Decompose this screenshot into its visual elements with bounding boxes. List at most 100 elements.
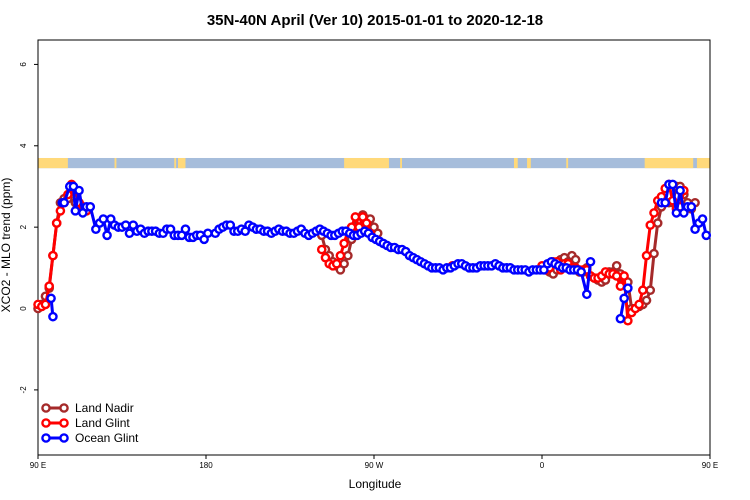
data-point [51,218,62,228]
data-point [611,261,622,271]
land-segment [344,157,389,169]
data-point [619,271,629,281]
data-point [649,248,659,259]
land-mask-strip [38,157,710,169]
y-tick-label: 0 [19,306,28,311]
data-point [641,295,652,306]
data-point [623,283,633,293]
legend-label: Ocean Glint [75,431,139,445]
data-point [124,228,135,239]
data-point [343,250,353,261]
data-point [619,293,629,304]
data-point [316,244,327,255]
chart-title: 35N-40N April (Ver 10) 2015-01-01 to 202… [207,12,543,29]
data-point [645,285,656,296]
data-point [120,220,131,230]
data-point [331,258,342,269]
land-segment [114,157,117,169]
legend-marker [59,433,69,443]
data-point [44,281,55,291]
data-point [48,311,58,322]
data-point [576,267,587,277]
legend-item: Land Glint [41,416,130,430]
x-tick-label: 90 W [365,461,384,470]
x-tick-label: 90 E [702,461,718,470]
y-axis: -2 0 2 4 6 [19,62,38,394]
data-point [623,315,633,326]
data-point [98,214,109,224]
plot-frame [37,39,711,456]
data-point [660,197,671,208]
x-tick-label: 90 E [30,461,46,470]
land-segment [179,157,186,169]
data-point [570,254,581,265]
data-point [74,185,84,196]
data-point [102,230,112,241]
series-layer [33,179,712,326]
legend-marker [41,403,51,413]
y-tick-label: 2 [19,224,28,229]
y-axis-label: XCO2 - MLO trend (ppm) [0,178,13,313]
data-point [615,313,626,324]
legend-marker [59,418,69,428]
data-point [339,238,349,249]
x-tick-label: 0 [540,461,545,470]
data-point [361,218,372,228]
data-point [203,228,213,239]
data-point [649,208,659,218]
data-point [686,202,697,212]
data-point [671,208,682,218]
data-point [335,250,346,261]
data-point [701,230,712,241]
data-point [46,293,56,304]
data-point [638,285,648,296]
legend-item: Ocean Glint [41,431,139,445]
land-segment [696,157,710,169]
series-line [62,185,592,296]
data-point [652,218,663,228]
y-tick-label: 6 [19,62,28,67]
data-point [675,185,685,196]
data-point [697,214,708,224]
data-point [350,212,361,222]
x-axis: 90 E 180 90 W 0 90 E [30,455,718,470]
data-point [641,250,652,261]
data-point [634,299,644,310]
data-point [55,206,66,216]
series-ocean-glint [46,179,712,324]
series-land-nadir [33,181,700,314]
data-point [70,206,81,216]
data-point [615,281,626,291]
land-segment [400,157,402,169]
series-land-glint [33,179,689,326]
y-tick-label: -2 [19,386,28,394]
y-tick-label: 4 [19,143,28,148]
data-point [339,258,349,269]
data-point [85,202,96,212]
legend-label: Land Nadir [75,401,134,415]
x-axis-label: Longitude [349,477,402,491]
legend-item: Land Nadir [41,401,134,415]
land-segment [644,157,694,169]
data-point [582,289,592,300]
land-segment [527,157,531,169]
legend-marker [41,433,51,443]
data-point [180,224,191,234]
data-point [667,179,678,190]
x-tick-label: 180 [199,461,213,470]
data-point [611,271,622,281]
data-point [645,220,656,230]
data-point [585,256,596,267]
land-segment [174,157,177,169]
legend-marker [59,403,69,413]
legend-label: Land Glint [75,416,130,430]
data-point [40,299,51,310]
data-point [59,197,69,208]
data-point [48,250,58,261]
land-segment [514,157,518,169]
legend-marker [41,418,51,428]
land-segment [566,157,569,169]
land-segment [38,157,68,169]
